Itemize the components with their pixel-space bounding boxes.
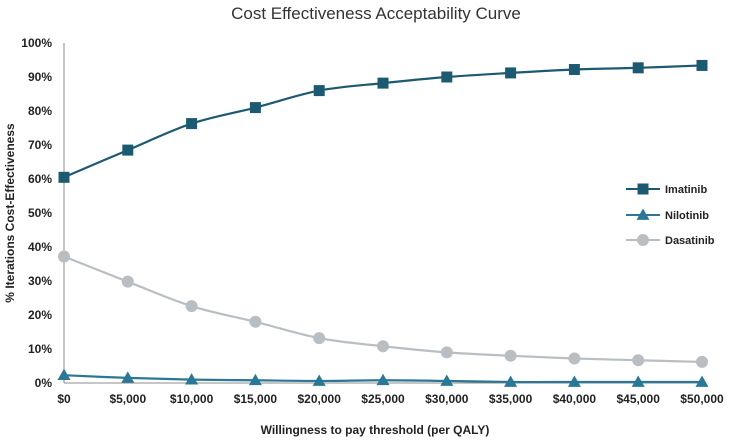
- data-point-nilotinib: [376, 373, 390, 386]
- data-point-dasatinib: [185, 300, 198, 313]
- data-point-imatinib: [377, 77, 389, 89]
- data-point-imatinib: [568, 64, 580, 76]
- data-point-dasatinib: [58, 250, 70, 263]
- legend-marker-nilotinib: [636, 208, 650, 220]
- data-point-nilotinib: [504, 375, 518, 387]
- y-tick-label: 100%: [21, 36, 52, 50]
- legend-marker-imatinib: [637, 183, 649, 195]
- legend-label-imatinib: Imatinib: [665, 184, 707, 196]
- y-tick-label: 90%: [28, 70, 52, 84]
- x-tick-label: $25,000: [361, 392, 405, 406]
- data-point-nilotinib: [248, 373, 262, 386]
- data-point-imatinib: [58, 171, 70, 183]
- data-point-dasatinib: [568, 352, 581, 365]
- data-point-nilotinib: [312, 374, 326, 386]
- legend-label-dasatinib: Dasatinib: [665, 235, 715, 247]
- legend-label-nilotinib: Nilotinib: [665, 210, 709, 222]
- data-point-dasatinib: [696, 355, 708, 368]
- data-point-nilotinib: [185, 373, 199, 385]
- legend: Imatinib Nilotinib Dasatinib: [626, 183, 715, 247]
- data-point-imatinib: [122, 144, 134, 156]
- data-point-dasatinib: [377, 340, 389, 353]
- series-line-imatinib: [63, 64, 703, 179]
- chart-title: Cost Effectiveness Acceptability Curve: [231, 4, 521, 23]
- data-point-nilotinib: [440, 374, 454, 386]
- data-point-dasatinib: [504, 349, 517, 362]
- data-point-dasatinib: [632, 354, 645, 367]
- x-tick-label: $0: [57, 392, 71, 406]
- x-tick-label: $40,000: [553, 392, 597, 406]
- data-point-nilotinib: [631, 375, 645, 387]
- legend-marker-dasatinib: [637, 234, 649, 246]
- data-point-imatinib: [249, 102, 261, 114]
- y-tick-label: 0%: [35, 376, 53, 390]
- series-line-dasatinib: [63, 255, 703, 364]
- data-point-imatinib: [186, 118, 198, 130]
- legend-item-nilotinib: Nilotinib: [626, 208, 709, 222]
- data-point-nilotinib: [567, 375, 581, 387]
- y-axis-label-group: % Iterations Cost-Effectiveness: [3, 123, 17, 303]
- legend-item-dasatinib: Dasatinib: [626, 234, 715, 247]
- y-tick-label: 20%: [28, 308, 52, 322]
- axes: [63, 43, 702, 384]
- x-tick-label: $35,000: [489, 392, 533, 406]
- y-tick-label: 80%: [28, 104, 52, 118]
- series-layer: [57, 59, 709, 387]
- x-tick-label: $10,000: [170, 392, 214, 406]
- x-tick-label: $15,000: [234, 392, 278, 406]
- data-point-nilotinib: [121, 371, 135, 383]
- data-point-dasatinib: [249, 315, 262, 328]
- y-tick-label: 60%: [28, 172, 52, 186]
- x-tick-label: $50,000: [680, 392, 724, 406]
- series-imatinib: [58, 59, 708, 183]
- series-dasatinib: [58, 250, 708, 368]
- y-tick-label: 30%: [28, 274, 52, 288]
- data-point-dasatinib: [440, 346, 453, 359]
- y-tick-label: 70%: [28, 138, 52, 152]
- data-point-imatinib: [696, 59, 708, 71]
- x-tick-label: $5,000: [109, 392, 146, 406]
- x-axis-label: Willingness to pay threshold (per QALY): [261, 423, 490, 437]
- y-tick-labels: 0% 10% 20% 30% 40% 50% 60% 70% 80% 90% 100%: [21, 36, 52, 390]
- data-point-dasatinib: [121, 275, 134, 288]
- data-point-nilotinib: [695, 375, 709, 387]
- x-tick-label: $20,000: [298, 392, 342, 406]
- x-tick-label: $30,000: [425, 392, 469, 406]
- data-point-nilotinib: [57, 368, 71, 381]
- y-tick-label: 10%: [28, 342, 52, 356]
- y-axis-label: % Iterations Cost-Effectiveness: [3, 123, 17, 303]
- series-nilotinib: [57, 368, 709, 387]
- y-tick-label: 50%: [28, 206, 52, 220]
- x-tick-label: $45,000: [617, 392, 661, 406]
- data-point-imatinib: [441, 71, 453, 83]
- data-point-imatinib: [313, 85, 325, 97]
- data-point-imatinib: [505, 67, 517, 79]
- legend-item-imatinib: Imatinib: [626, 183, 707, 196]
- data-point-dasatinib: [313, 332, 326, 345]
- y-tick-label: 40%: [28, 240, 52, 254]
- x-tick-labels: $0 $5,000 $10,000 $15,000 $20,000 $25,000 $30,…: [57, 392, 724, 406]
- data-point-imatinib: [632, 62, 644, 74]
